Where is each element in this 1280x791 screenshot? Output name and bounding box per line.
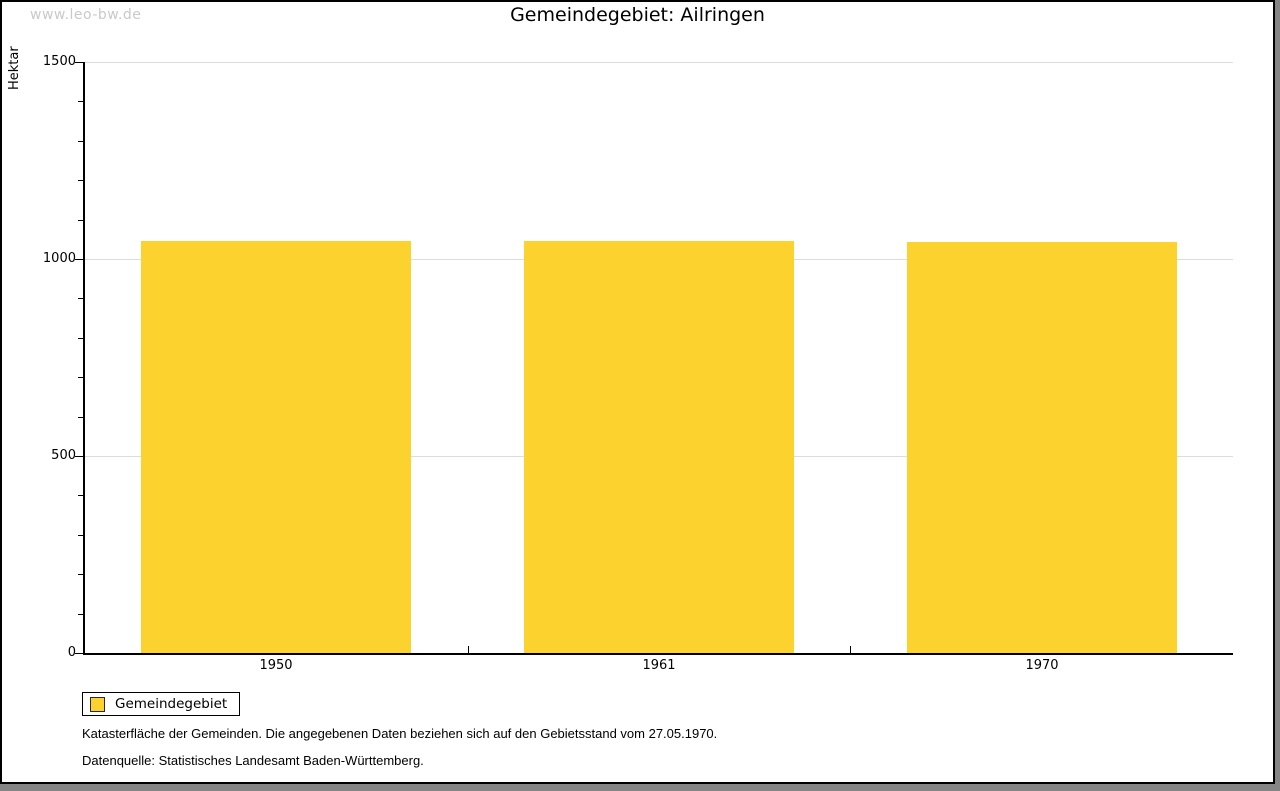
y-minor-tick	[78, 535, 83, 536]
y-major-tick	[75, 62, 83, 63]
x-tick-label-1950: 1950	[259, 658, 293, 673]
y-minor-tick	[78, 614, 83, 615]
bar-1961	[524, 241, 794, 653]
y-major-tick	[75, 653, 83, 654]
legend-label: Gemeindegebiet	[115, 696, 228, 712]
y-tick-label: 1000	[42, 251, 76, 266]
y-tick-label: 1500	[42, 54, 76, 69]
y-axis-line	[83, 62, 85, 655]
x-tick-label-1970: 1970	[1025, 658, 1059, 673]
legend-swatch-gemeindegebiet	[90, 696, 105, 712]
grid-line	[85, 62, 1233, 63]
x-boundary-tick	[468, 646, 469, 654]
footnote-data-source: Datenquelle: Statistisches Landesamt Bad…	[82, 753, 424, 768]
plot-area	[85, 62, 1233, 653]
y-minor-tick	[78, 141, 83, 142]
y-minor-tick	[78, 417, 83, 418]
chart-title: Gemeindegebiet: Ailringen	[510, 4, 765, 26]
site-watermark: www.leo-bw.de	[30, 7, 142, 23]
x-boundary-tick	[850, 646, 851, 654]
x-tick-label-1961: 1961	[642, 658, 676, 673]
legend-box: Gemeindegebiet	[82, 692, 241, 716]
y-tick-label: 500	[51, 448, 76, 463]
y-minor-tick	[78, 574, 83, 575]
y-minor-tick	[78, 338, 83, 339]
y-tick-label: 0	[67, 645, 76, 660]
bar-1950	[141, 241, 411, 653]
footnote-data-description: Katasterfläche der Gemeinden. Die angege…	[82, 726, 718, 741]
y-minor-tick	[78, 180, 83, 181]
y-minor-tick	[78, 298, 83, 299]
x-axis-line	[83, 653, 1233, 655]
y-minor-tick	[78, 101, 83, 102]
y-minor-tick	[78, 220, 83, 221]
y-minor-tick	[78, 377, 83, 378]
bar-1970	[907, 242, 1177, 653]
y-minor-tick	[78, 495, 83, 496]
y-major-tick	[75, 456, 83, 457]
y-major-tick	[75, 259, 83, 260]
